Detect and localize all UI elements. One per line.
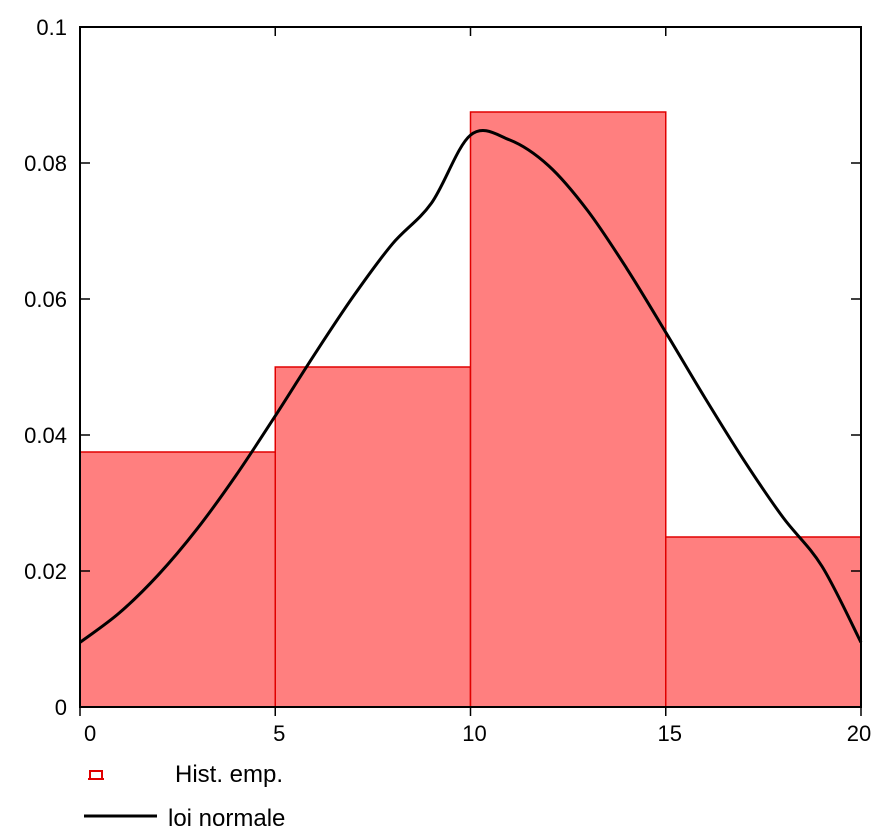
histogram-bar-3 xyxy=(665,536,862,708)
y-tick-label-0.02: 0.02 xyxy=(24,559,67,584)
histogram-bar-2 xyxy=(469,111,667,708)
legend-item-normal: loi normale xyxy=(84,805,285,832)
y-axis-tick-labels: 0 0.02 0.04 0.06 0.08 0.1 xyxy=(24,15,67,720)
x-axis-tick-labels: 0 5 10 15 20 xyxy=(84,721,871,746)
x-tick-label-15: 15 xyxy=(658,721,682,746)
bar-symbol-icon xyxy=(89,770,103,779)
x-tick-label-20: 20 xyxy=(847,721,871,746)
x-tick-label-0: 0 xyxy=(84,721,96,746)
legend-label-normal: loi normale xyxy=(168,805,285,832)
axis-ticks xyxy=(79,26,862,716)
y-tick-label-0.1: 0.1 xyxy=(36,15,67,40)
histogram-bar-0 xyxy=(79,451,276,708)
y-tick-label-0.04: 0.04 xyxy=(24,423,67,448)
normal-curve-line xyxy=(79,129,863,644)
histogram-bars xyxy=(79,111,862,708)
legend-item-hist: Hist. emp. xyxy=(88,761,283,788)
y-tick-label-0.08: 0.08 xyxy=(24,151,67,176)
legend-label-hist: Hist. emp. xyxy=(175,761,283,788)
y-tick-label-0.06: 0.06 xyxy=(24,287,67,312)
x-tick-label-10: 10 xyxy=(462,721,486,746)
legend: Hist. emp. loi normale xyxy=(84,761,285,832)
histogram-bar-1 xyxy=(274,366,472,708)
y-tick-label-0: 0 xyxy=(55,695,67,720)
x-tick-label-5: 5 xyxy=(273,721,285,746)
